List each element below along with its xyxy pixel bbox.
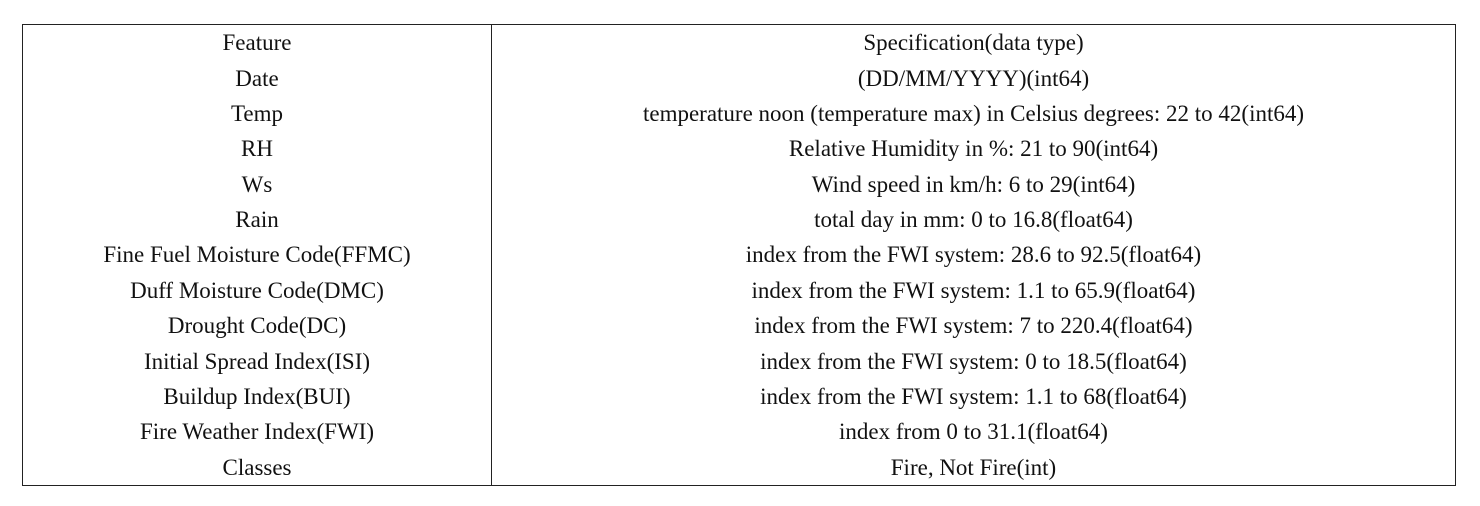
feature-cell: Ws [23,166,492,202]
feature-cell: Drought Code(DC) [23,308,492,344]
table-row: Duff Moisture Code(DMC) index from the F… [23,272,1455,308]
feature-spec-table-frame: Feature Specification(data type) Date (D… [22,24,1456,486]
table-row: RH Relative Humidity in %: 21 to 90(int6… [23,131,1455,167]
feature-cell: Fine Fuel Moisture Code(FFMC) [23,237,492,273]
table-row: Buildup Index(BUI) index from the FWI sy… [23,378,1455,415]
table-row: Fire Weather Index(FWI) index from 0 to … [23,414,1455,450]
feature-cell: Fire Weather Index(FWI) [23,414,492,450]
spec-cell: Fire, Not Fire(int) [890,454,1057,480]
header-feature: Feature [23,25,492,61]
table-row: Temp temperature noon (temperature max) … [23,95,1455,132]
table-row: Date (DD/MM/YYYY)(int64) [23,60,1455,96]
spec-cell: total day in mm: 0 to 16.8(float64) [814,207,1133,233]
feature-cell: Initial Spread Index(ISI) [23,343,492,379]
spec-cell: Wind speed in km/h: 6 to 29(int64) [811,171,1136,197]
feature-cell: Date [23,60,492,96]
spec-cell: index from 0 to 31.1(float64) [839,419,1108,445]
table-row: Fine Fuel Moisture Code(FFMC) index from… [23,237,1455,273]
table-row: Rain total day in mm: 0 to 16.8(float64) [23,201,1455,238]
table-row: Ws Wind speed in km/h: 6 to 29(int64) [23,166,1455,202]
spec-cell: index from the FWI system: 1.1 to 68(flo… [760,383,1187,409]
spec-cell: temperature noon (temperature max) in Ce… [642,100,1305,126]
table-row: Classes Fire, Not Fire(int) [23,449,1455,485]
feature-cell: RH [23,131,492,167]
spec-cell: index from the FWI system: 0 to 18.5(flo… [760,348,1187,374]
spec-cell: (DD/MM/YYYY)(int64) [857,65,1090,91]
feature-cell: Temp [23,95,492,132]
feature-cell: Classes [23,449,492,485]
header-specification: Specification(data type) [863,30,1084,56]
feature-cell: Duff Moisture Code(DMC) [23,272,492,308]
table-header-row: Feature Specification(data type) [23,25,1455,61]
feature-spec-table: Feature Specification(data type) Date (D… [23,25,1455,485]
spec-cell: index from the FWI system: 1.1 to 65.9(f… [751,277,1196,303]
table-row: Drought Code(DC) index from the FWI syst… [23,308,1455,344]
table-row: Initial Spread Index(ISI) index from the… [23,343,1455,379]
feature-cell: Rain [23,201,492,238]
spec-cell: index from the FWI system: 28.6 to 92.5(… [745,242,1202,268]
spec-cell: index from the FWI system: 7 to 220.4(fl… [754,313,1193,339]
spec-cell: Relative Humidity in %: 21 to 90(int64) [788,136,1159,162]
feature-cell: Buildup Index(BUI) [23,378,492,415]
